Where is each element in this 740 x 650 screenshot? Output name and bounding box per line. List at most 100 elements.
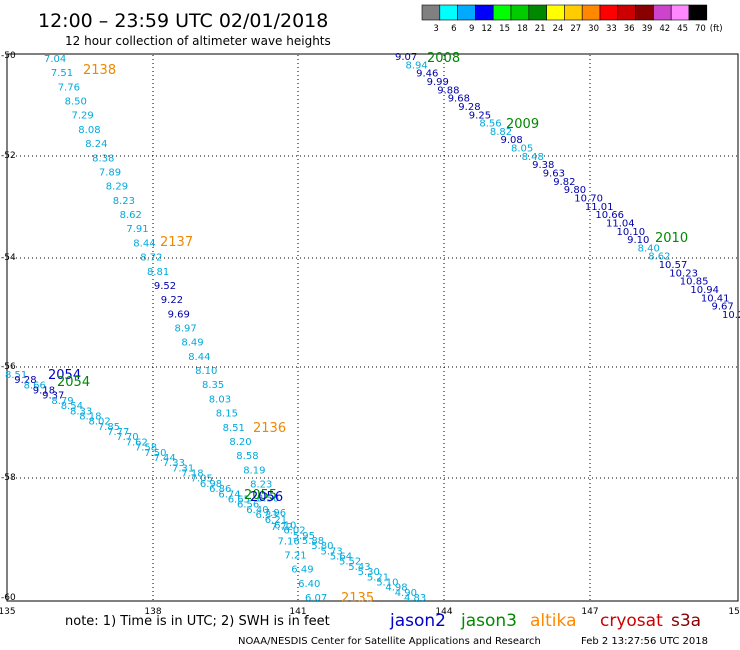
wave-height-value: 9.18 [33, 386, 55, 397]
wave-height-value: 7.44 [154, 453, 176, 464]
wave-height-value: 5.52 [339, 557, 361, 568]
wave-height-value: 10.70 [574, 194, 603, 205]
pass-time-label: 2054 [48, 368, 81, 383]
pass-time-label: 2009 [506, 117, 539, 132]
longitude-tick-label: 147 [581, 607, 598, 617]
legend-unit: (ft) [710, 24, 723, 34]
wave-height-value: 4.98 [385, 583, 407, 594]
wave-height-value: 10.10 [617, 227, 646, 238]
legend-label: 9 [469, 24, 474, 34]
footer-note: note: 1) Time is in UTC; 2) SWH is in fe… [65, 614, 330, 629]
legend-label: 24 [553, 24, 564, 34]
wave-height-value: 8.81 [147, 267, 169, 278]
wave-height-value: 8.94 [406, 60, 428, 71]
wave-height-value: 9.52 [154, 281, 176, 292]
legend-swatch [564, 4, 583, 21]
longitude-tick-label: 135 [0, 607, 16, 617]
satellite-label-jason3: jason3 [460, 611, 517, 631]
page-subtitle: 12 hour collection of altimeter wave hei… [65, 34, 331, 48]
wave-height-value: 8.54 [61, 401, 83, 412]
latitude-tick-label: -60 [1, 593, 16, 603]
wave-height-value: 8.44 [133, 238, 155, 249]
wave-height-value: 5.80 [311, 541, 333, 552]
wave-height-value: 6.74 [218, 489, 240, 500]
legend-label: 70 [695, 24, 706, 34]
pass-time-label: 2054 [57, 375, 90, 390]
legend-label: 30 [588, 24, 599, 34]
satellite-legend: jason2 jason3 altika cryosat s3a [389, 611, 701, 631]
wave-height-value: 8.62 [120, 210, 142, 221]
wave-height-value: 7.16 [278, 536, 300, 547]
legend-swatch [653, 4, 672, 21]
pass-time-label: 2136 [253, 421, 286, 436]
latitude-tick-label: -54 [1, 253, 16, 263]
wave-height-value: 5.43 [348, 562, 370, 573]
longitude-tick-label: 141 [289, 607, 306, 617]
wave-height-value: 8.10 [195, 366, 217, 377]
wave-height-value: 7.29 [72, 111, 94, 122]
wave-height-value: 10.41 [701, 293, 730, 304]
wave-height-value: 8.24 [85, 139, 107, 150]
wave-height-value: 9.99 [427, 77, 449, 88]
legend-swatch [546, 4, 565, 21]
wave-height-value: 9.37 [42, 391, 64, 402]
legend-label: 15 [499, 24, 510, 34]
wave-height-value: 8.51 [223, 423, 245, 434]
latitude-tick-label: -58 [1, 473, 16, 483]
legend-swatch [439, 4, 458, 21]
wave-height-value: 6.07 [305, 593, 327, 604]
wave-height-value: 8.03 [209, 394, 231, 405]
latitude-tick-label: -50 [1, 51, 16, 61]
wave-height-value: 7.85 [98, 422, 120, 433]
wave-height-value: 8.48 [522, 152, 544, 163]
pass-time-label: 2135 [341, 591, 374, 606]
legend-label: 3 [433, 24, 438, 34]
footer-credit: NOAA/NESDIS Center for Satellite Applica… [238, 636, 541, 647]
pass-time-label: 2055 [244, 488, 277, 503]
wave-height-value: 8.08 [78, 125, 100, 136]
satellite-label-cryosat: cryosat [600, 611, 663, 631]
wave-height-value: 9.22 [161, 295, 183, 306]
pass-time-label: 2137 [160, 235, 193, 250]
wave-height-value: 6.86 [209, 484, 231, 495]
legend-swatch [599, 4, 619, 21]
wave-height-value: 11.01 [585, 202, 614, 213]
wave-height-value: 6.10 [274, 520, 296, 531]
wave-height-value: 8.33 [70, 406, 92, 417]
wave-height-value: 9.67 [712, 302, 734, 313]
legend-swatch [528, 4, 547, 21]
wave-height-value: 8.58 [236, 451, 258, 462]
legend-swatch [635, 4, 654, 21]
legend-label: 21 [535, 24, 546, 34]
wave-height-value: 10.94 [690, 285, 719, 296]
latitude-axis: -50 -52 -54 -56 -58 -60 [1, 51, 16, 603]
wave-height-value: 9.25 [469, 110, 491, 121]
wave-height-value: 8.18 [79, 412, 101, 423]
wave-height-value: 9.07 [395, 52, 417, 63]
latitude-tick-label: -56 [1, 362, 16, 372]
wave-height-value: 9.63 [543, 169, 565, 180]
legend-swatch [457, 4, 476, 21]
wave-height-value: 7.77 [107, 427, 129, 438]
wave-height-value: 9.46 [416, 69, 438, 80]
wave-height-value: 9.68 [448, 94, 470, 105]
wave-height-value: 10.57 [659, 260, 688, 271]
legend-swatch [475, 4, 494, 21]
wave-height-value: 9.38 [532, 160, 554, 171]
wave-height-value: 7.96 [264, 508, 286, 519]
wave-height-value: 8.02 [89, 417, 111, 428]
wave-height-value: 9.10 [627, 235, 649, 246]
wave-height-value: 4.90 [395, 588, 417, 599]
wave-height-value: 7.72 [271, 522, 293, 533]
wave-height-value: 8.44 [188, 352, 210, 363]
legend-label: 27 [570, 24, 581, 34]
wave-height-value: 10.2 [722, 310, 740, 321]
page-title: 12:00 – 23:59 UTC 02/01/2018 [38, 10, 328, 32]
wave-height-value: 7.31 [172, 463, 194, 474]
wave-height-value: 9.08 [501, 135, 523, 146]
wave-height-legend: 3 6 9 12 15 18 21 24 27 30 33 36 39 42 45 70 (ft) [421, 4, 723, 34]
wave-height-value: 8.40 [638, 243, 660, 254]
wave-height-value: 7.05 [191, 474, 213, 485]
legend-label: 45 [677, 24, 688, 34]
